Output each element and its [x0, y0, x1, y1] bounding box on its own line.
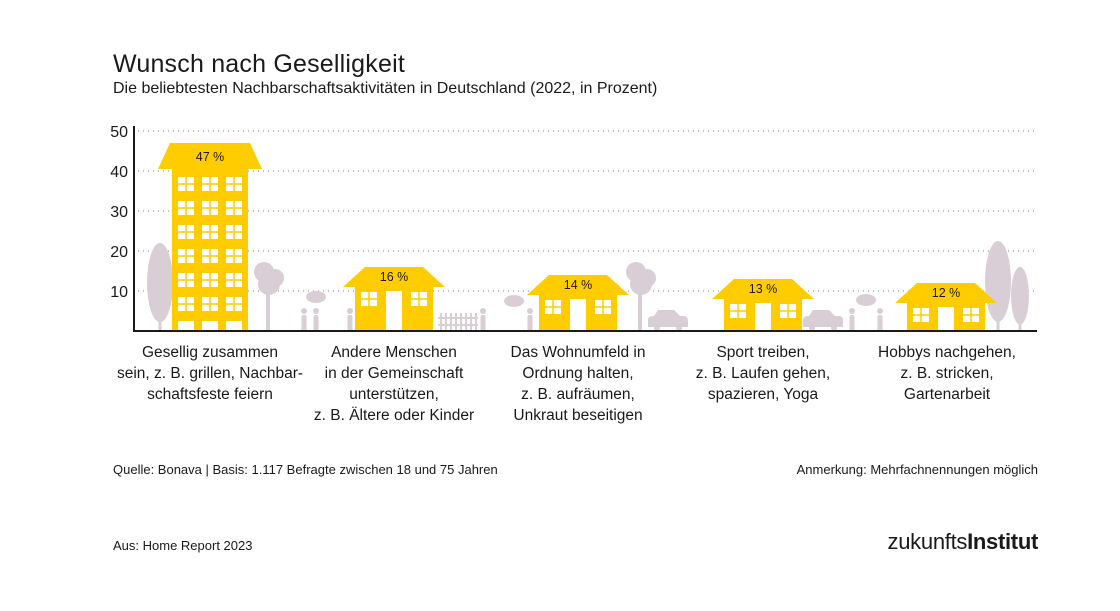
person-5-body	[527, 315, 533, 331]
chart-subtitle: Die beliebtesten Nachbarschaftsaktivität…	[113, 80, 658, 97]
person-2	[313, 308, 319, 331]
category-label-hobbys: Hobbys nachgehen, z. B. stricken, Garten…	[878, 344, 1016, 403]
person-5	[527, 308, 533, 331]
person-1-body	[301, 315, 307, 331]
window-geselligkeit-bottom-left	[178, 321, 194, 335]
y-tick-label-50: 50	[110, 124, 128, 141]
person-6-head	[849, 308, 855, 314]
person-3	[347, 308, 353, 331]
bar-sport: 13 %	[712, 279, 814, 331]
person-7-head	[877, 308, 883, 314]
fence	[438, 313, 478, 331]
person-5-head	[527, 308, 533, 314]
tree-right-2-crown	[1011, 267, 1029, 325]
fence-post-2	[450, 313, 452, 331]
door-geselligkeit	[202, 321, 218, 331]
category-label-geselligkeit: Gesellig zusammen sein, z. B. grillen, N…	[116, 344, 304, 403]
fence-post-5	[465, 313, 467, 331]
tree-right-1	[985, 241, 1011, 331]
door-unterstuetzen	[386, 291, 402, 331]
data-label-unterstuetzen: 16 %	[380, 270, 409, 284]
fence-post-6	[470, 313, 472, 331]
bar-roof-unterstuetzen	[343, 267, 445, 287]
category-label-sport: Sport treiben, z. B. Laufen gehen, spazi…	[695, 344, 831, 403]
fence-post-3	[455, 313, 457, 331]
tree-left-2-c3	[258, 273, 280, 295]
person-1-head	[301, 308, 307, 314]
car-1-wheel-front	[654, 325, 660, 331]
bar-roof-geselligkeit	[158, 143, 262, 169]
data-label-wohnumfeld: 14 %	[564, 278, 593, 292]
tree-left-1-crown	[147, 243, 173, 323]
y-tick-label-30: 30	[110, 204, 128, 221]
category-label-unterstuetzen: Andere Menschen in der Gemeinschaft unte…	[313, 344, 475, 424]
person-2-head	[313, 308, 319, 314]
person-1	[301, 308, 307, 331]
remark-note: Anmerkung: Mehrfachnennungen möglich	[796, 462, 1038, 477]
source-note: Quelle: Bonava | Basis: 1.117 Befragte z…	[113, 462, 498, 477]
chart-title: Wunsch nach Geselligkeit	[113, 50, 405, 78]
speech-bubble-1	[306, 291, 326, 303]
door-sport	[755, 303, 771, 331]
fence-post-4	[460, 313, 462, 331]
car-2-wheel-rear	[831, 325, 837, 331]
car-1	[648, 310, 688, 331]
logo-text-bold: Institut	[967, 529, 1038, 554]
y-tick-label-20: 20	[110, 244, 128, 261]
fence-rail-2	[438, 324, 478, 326]
y-tick-label-10: 10	[110, 284, 128, 301]
person-6	[849, 308, 855, 331]
logo-text-light: zukunfts	[887, 529, 968, 554]
person-7-body	[877, 315, 883, 331]
bar-hobbys: 12 %	[895, 283, 997, 331]
person-3-head	[347, 308, 353, 314]
person-7	[877, 308, 883, 331]
car-2-body	[803, 310, 843, 327]
fence-post-7	[475, 313, 477, 331]
person-6-body	[849, 315, 855, 331]
tree-left-1	[147, 243, 173, 331]
bar-roof-wohnumfeld	[527, 275, 629, 295]
door-hobbys	[938, 307, 954, 331]
y-tick-label-40: 40	[110, 164, 128, 181]
door-wohnumfeld	[570, 299, 586, 331]
person-4-head	[480, 308, 486, 314]
fence-rail-1	[438, 317, 478, 319]
data-label-geselligkeit: 47 %	[196, 150, 225, 164]
person-3-body	[347, 315, 353, 331]
category-label-wohnumfeld: Das Wohnumfeld in Ordnung halten, z. B. …	[510, 344, 646, 424]
car-2-wheel-front	[809, 325, 815, 331]
data-label-sport: 13 %	[749, 282, 778, 296]
speech-bubble-3	[856, 294, 876, 306]
bar-unterstuetzen: 16 %	[343, 267, 445, 331]
tree-mid-c3	[630, 273, 652, 295]
fence-post-0	[440, 313, 442, 331]
tree-mid	[626, 262, 656, 331]
zukunftsinstitut-logo: zukunftsInstitut	[887, 529, 1039, 555]
person-4	[480, 308, 486, 331]
bar-wohnumfeld: 14 %	[527, 275, 629, 331]
bar-roof-sport	[712, 279, 814, 299]
tree-left-2	[254, 262, 284, 331]
data-label-hobbys: 12 %	[932, 286, 961, 300]
tree-mid-trunk	[638, 285, 642, 331]
car-1-wheel-rear	[676, 325, 682, 331]
window-geselligkeit-bottom-right	[226, 321, 242, 335]
fence-post-1	[445, 313, 447, 331]
tree-right-1-crown	[985, 241, 1011, 322]
bar-geselligkeit: 47 %	[158, 143, 262, 335]
bar-roof-hobbys	[895, 283, 997, 303]
car-2	[803, 310, 843, 331]
person-2-body	[313, 315, 319, 331]
tree-right-2	[1011, 267, 1029, 331]
person-4-body	[480, 315, 486, 331]
speech-bubble-2	[504, 295, 524, 307]
tree-left-2-trunk	[266, 285, 270, 331]
car-1-body	[648, 310, 688, 327]
publication-note: Aus: Home Report 2023	[113, 538, 253, 553]
